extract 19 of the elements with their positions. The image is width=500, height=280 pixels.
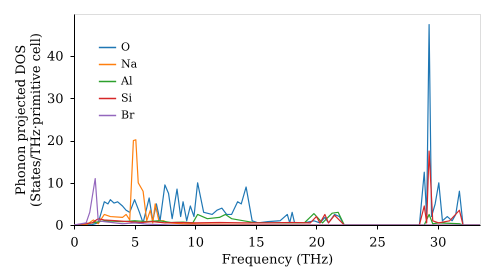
x-tick-label: 10 bbox=[187, 236, 204, 250]
y-tick-label: 20 bbox=[46, 134, 64, 150]
x-tick-label: 20 bbox=[308, 236, 326, 250]
legend-label: Br bbox=[121, 108, 136, 122]
x-tick-label: 0 bbox=[70, 236, 79, 250]
x-tick-label: 25 bbox=[369, 236, 386, 250]
legend-label: O bbox=[121, 40, 130, 54]
x-tick-label: 30 bbox=[430, 236, 446, 250]
y-tick-label: 30 bbox=[46, 92, 64, 107]
x-axis-title: Frequency (THz) bbox=[222, 252, 334, 268]
y-tick-label: 40 bbox=[46, 50, 64, 65]
legend-label: Na bbox=[121, 58, 138, 70]
y-tick-label: 10 bbox=[46, 176, 64, 192]
y-tick-label: 0 bbox=[55, 218, 64, 234]
legend-label: Si bbox=[121, 92, 133, 104]
x-tick-label: 15 bbox=[248, 236, 265, 250]
x-tick-label: 5 bbox=[130, 236, 140, 250]
y-axis-title: Phonon projected DOS (States/THz·primitive cell) bbox=[14, 32, 44, 208]
legend-label: Al bbox=[120, 74, 133, 88]
